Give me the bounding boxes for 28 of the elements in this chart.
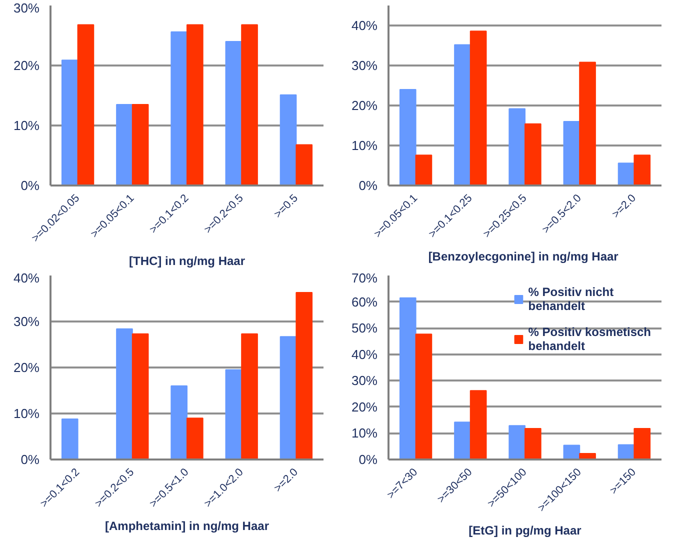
y-tick-label: 20%: [13, 360, 40, 375]
y-tick-label: 50%: [351, 320, 378, 336]
y-tick-label: 0%: [20, 178, 40, 193]
legend-label: % Positiv nicht behandelt: [528, 285, 614, 313]
y-tick-label: 40%: [351, 346, 378, 362]
y-tick-label: 60%: [351, 294, 378, 310]
y-tick-label: 30%: [13, 314, 40, 329]
y-tick-label: 0%: [358, 452, 378, 467]
x-axis-title: [Amphetamin] in ng/mg Haar: [104, 519, 270, 534]
y-tick-label: 20%: [351, 399, 378, 414]
y-tick-label: 20%: [351, 98, 378, 113]
y-tick-label: 20%: [13, 58, 40, 73]
y-tick-label: 10%: [13, 406, 40, 421]
y-tick-label: 40%: [13, 270, 40, 286]
x-axis-title: [THC] in ng/mg Haar: [129, 254, 246, 268]
y-tick-label: 40%: [351, 18, 378, 33]
y-tick-label: 10%: [351, 426, 378, 441]
y-tick-label: 70%: [351, 270, 378, 286]
y-tick-label: 0%: [20, 452, 40, 467]
y-tick-label: 30%: [351, 58, 378, 73]
x-axis-title: [EtG] in pg/mg Haar: [468, 524, 582, 538]
y-tick-label: 0%: [358, 178, 378, 193]
y-tick-label: 30%: [13, 0, 40, 16]
y-tick-label: 10%: [351, 138, 378, 153]
legend-label: % Positiv kosmetisch behandelt: [528, 325, 651, 353]
y-tick-label: 30%: [351, 373, 378, 388]
y-tick-label: 10%: [13, 118, 40, 133]
x-axis-title: [Benzoylecgonine] in ng/mg Haar: [428, 250, 619, 264]
